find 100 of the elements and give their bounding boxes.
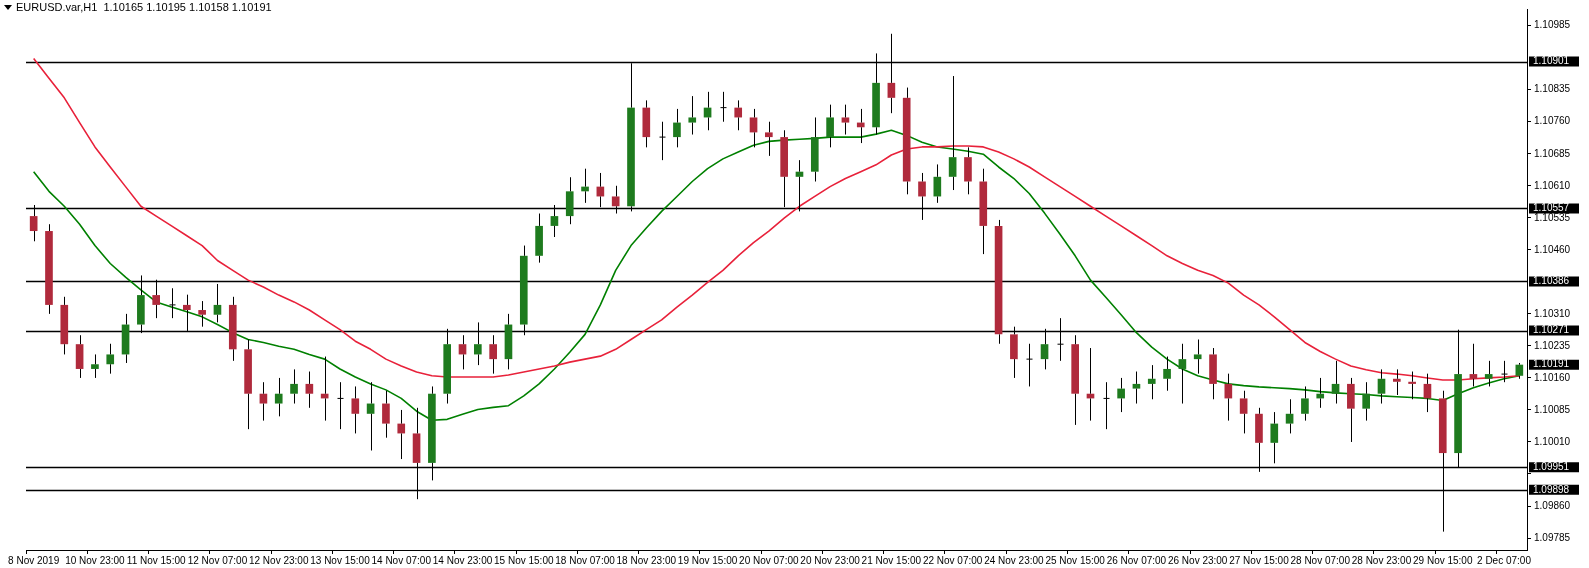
candlestick [1285, 398, 1294, 434]
candlestick [91, 353, 99, 379]
ref-line-label: 1.10386 [1533, 275, 1570, 287]
candlestick [1392, 368, 1401, 396]
y-tick-label: 1.10010 [1534, 435, 1571, 447]
candlestick [1362, 381, 1371, 422]
ref-line-label: 1.09898 [1533, 483, 1570, 495]
candlestick [290, 368, 298, 405]
candlestick [198, 300, 206, 328]
candlestick [1103, 381, 1110, 430]
candlestick [902, 87, 911, 195]
candlestick [382, 390, 390, 439]
x-tick-label: 21 Nov 15:00 [861, 554, 922, 566]
ref-line-label: 1.10271 [1533, 324, 1570, 336]
candlestick [1347, 377, 1355, 443]
candlestick [810, 116, 819, 183]
candlestick [1132, 371, 1141, 405]
candlestick [1193, 338, 1202, 375]
y-tick-label: 1.10610 [1534, 179, 1571, 191]
ref-line-label: 1.10901 [1533, 55, 1570, 67]
x-tick-label: 26 Nov 23:00 [1167, 554, 1228, 566]
candlestick [259, 381, 268, 422]
candlestick [1301, 385, 1309, 422]
candlestick [1469, 343, 1478, 387]
x-tick-label: 14 Nov 07:00 [371, 554, 432, 566]
candlestick [1071, 334, 1079, 426]
x-tick-label: 20 Nov 07:00 [739, 554, 800, 566]
candlestick [1377, 368, 1386, 405]
candlestick [1331, 360, 1340, 405]
y-tick-label: 1.09785 [1534, 531, 1571, 543]
candlestick [720, 91, 727, 123]
x-tick-label: 26 Nov 07:00 [1106, 554, 1167, 566]
candlestick [933, 163, 942, 204]
x-tick-label: 18 Nov 07:00 [555, 554, 616, 566]
candlestick [1147, 364, 1156, 400]
candlestick [1117, 377, 1125, 413]
x-tick-label: 15 Nov 15:00 [494, 554, 554, 566]
x-tick-label: 19 Nov 15:00 [677, 554, 738, 566]
candlestick [244, 338, 252, 430]
candlestick [1501, 360, 1508, 383]
candlestick [169, 287, 176, 319]
candlestick [75, 334, 84, 379]
candlestick [841, 104, 850, 136]
ref-line-label: 1.10557 [1533, 202, 1570, 214]
x-tick-label: 20 Nov 23:00 [800, 554, 861, 566]
x-tick-label: 12 Nov 07:00 [187, 554, 248, 566]
candlestick [1484, 360, 1493, 387]
x-tick-label: 13 Nov 15:00 [310, 554, 371, 566]
y-tick-label: 1.10235 [1534, 339, 1571, 351]
candlestick [948, 75, 957, 191]
candlestick [734, 99, 743, 131]
text: 1.10191 [1533, 358, 1570, 370]
candlestick [1178, 343, 1187, 405]
x-tick-label: 22 Nov 07:00 [922, 554, 983, 566]
candlestick [1239, 390, 1248, 434]
x-tick-label: 28 Nov 23:00 [1351, 554, 1412, 566]
candlestick [106, 343, 115, 375]
candlestick [659, 121, 666, 161]
candlestick [749, 108, 758, 148]
candlestick [351, 385, 360, 434]
x-tick-label: 25 Nov 15:00 [1045, 554, 1106, 566]
x-tick-label: 24 Nov 23:00 [984, 554, 1045, 566]
candlestick [673, 108, 681, 148]
x-tick-label: 14 Nov 23:00 [432, 554, 493, 566]
y-tick-label: 1.10535 [1534, 211, 1571, 223]
y-tick-label: 1.10685 [1534, 147, 1571, 159]
candlestick [964, 146, 972, 195]
candlestick [1026, 343, 1033, 387]
y-tick-label: 1.10160 [1534, 371, 1571, 383]
candlestick [1209, 347, 1217, 400]
x-tick-label: 18 Nov 23:00 [616, 554, 677, 566]
x-tick-label: 28 Nov 07:00 [1290, 554, 1351, 566]
x-tick-label: 10 Nov 23:00 [65, 554, 126, 566]
candlestick [274, 377, 283, 417]
candlestick [366, 381, 375, 452]
x-tick-label: 11 Nov 15:00 [126, 554, 186, 566]
candlestick [458, 334, 467, 370]
candlestick [1270, 411, 1279, 464]
x-tick-label: 8 Nov 2019 [8, 554, 60, 566]
candlestick [305, 371, 314, 409]
candlestick [397, 409, 406, 460]
x-tick-label: 29 Nov 15:00 [1413, 554, 1473, 566]
ref-line-label: 1.09951 [1533, 460, 1570, 472]
candlestick [489, 334, 497, 375]
candlestick [688, 95, 697, 136]
candlestick [765, 121, 773, 157]
candlestick [642, 99, 651, 148]
x-tick-label: 12 Nov 23:00 [248, 554, 309, 566]
y-tick-label: 1.10460 [1534, 243, 1571, 255]
candlestick [1163, 356, 1171, 392]
chart-title: EURUSD.var,H1 1.10165 1.10195 1.10158 1.10191 [16, 1, 272, 13]
candlestick [1515, 362, 1524, 380]
y-tick-label: 1.10760 [1534, 115, 1571, 127]
y-tick-label: 1.10985 [1534, 19, 1571, 31]
candlestick [1408, 371, 1416, 400]
candlestick [337, 381, 344, 430]
y-tick-label: 1.10085 [1534, 403, 1571, 415]
y-tick-label: 1.09860 [1534, 499, 1571, 511]
x-tick-label: 27 Nov 15:00 [1229, 554, 1290, 566]
candlestick [826, 104, 834, 148]
